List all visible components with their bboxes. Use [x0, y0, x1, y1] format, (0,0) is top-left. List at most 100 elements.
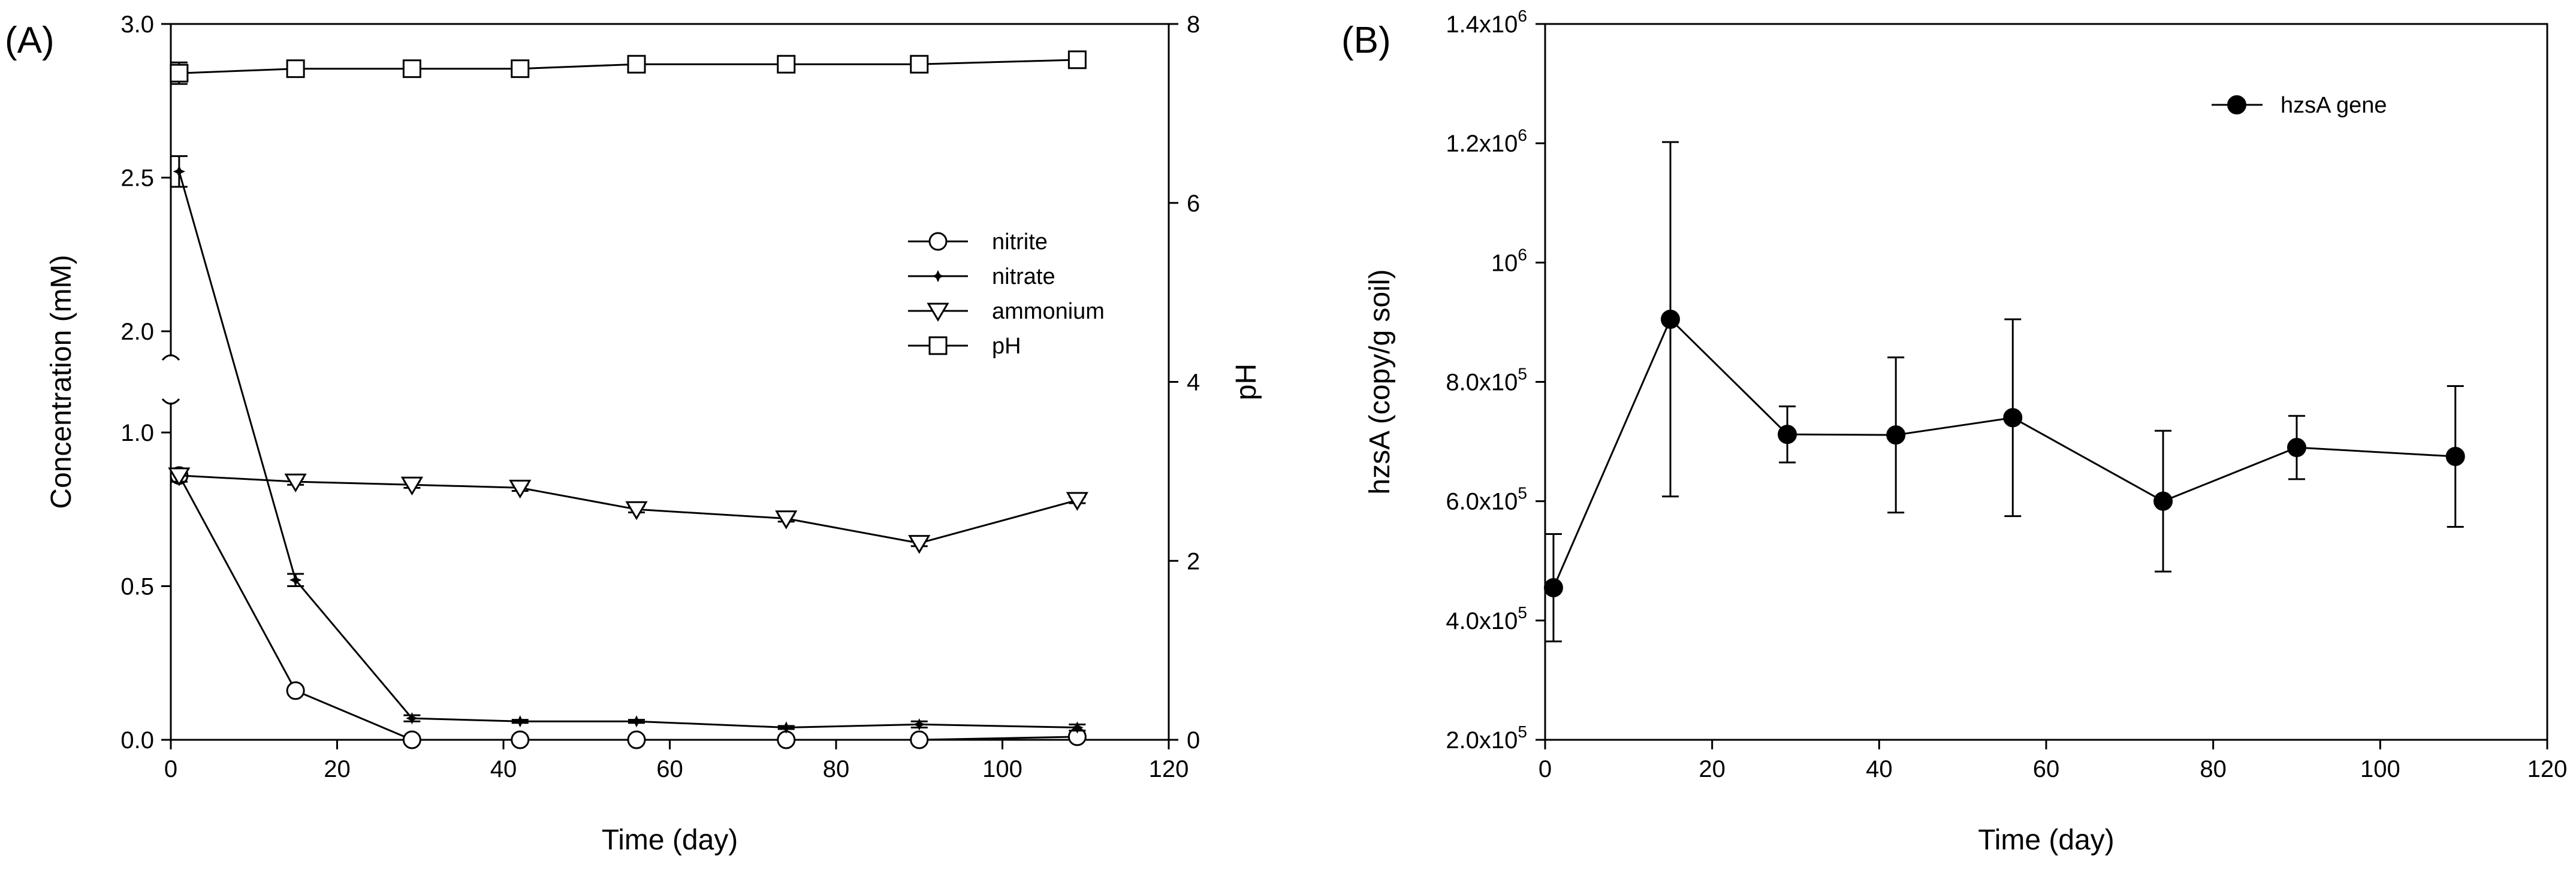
data-point-pH: [1067, 50, 1087, 69]
y-tick-label: 0.5: [120, 574, 154, 600]
x-tick-label: 60: [656, 756, 683, 782]
y-tick-label: 1.2x106: [1446, 126, 1527, 157]
data-point-ammonium: [168, 467, 191, 486]
legend-marker: [931, 270, 945, 283]
data-point-pH: [402, 59, 421, 78]
legend-label: pH: [992, 334, 1021, 359]
y-axis-title: Concentration (mM): [46, 255, 77, 509]
data-point-pH: [170, 63, 189, 83]
data-point: [2287, 438, 2306, 458]
data-point-nitrate: [913, 718, 925, 731]
panel-label: (B): [1341, 20, 1391, 61]
y-tick-mantissa: 10: [1491, 250, 1518, 276]
x-tick-label: 120: [2527, 756, 2568, 782]
y-tick-label: 8.0x105: [1446, 365, 1527, 396]
x-tick-label: 40: [1866, 756, 1893, 782]
series-nitrite: [170, 466, 1087, 749]
data-point-ammonium: [775, 510, 798, 530]
y-axis-title: hzsA (copy/g soil): [1364, 269, 1396, 494]
data-point-nitrate: [406, 712, 418, 725]
y-tick-label: 1.0: [120, 420, 154, 446]
y2-axis-title: pH: [1230, 364, 1262, 400]
data-point-nitrate: [514, 715, 527, 728]
series-ammonium: [168, 467, 1089, 554]
y-tick-mantissa: 8.0x10: [1446, 370, 1518, 396]
data-point: [1661, 309, 1680, 329]
y-tick-label: 2.5: [120, 165, 154, 192]
x-tick-label: 0: [164, 756, 177, 782]
data-point: [2003, 408, 2023, 428]
y-tick-mantissa: 2.0x10: [1446, 727, 1518, 754]
panel-a-chart: 0 20 40 60 80 100 120 2.0 2.5 3.0 0.0 0.5 1.0 0 2 4 6 8 Ti…: [5, 11, 1262, 856]
x-tick-label: 20: [1699, 756, 1726, 782]
y2-tick-label: 2: [1187, 548, 1200, 574]
x-tick-label: 40: [490, 756, 517, 782]
legend: nitrite nitrate ammonium pH: [908, 229, 1105, 359]
y2-tick-label: 4: [1187, 370, 1200, 396]
y-tick-label: 3.0: [120, 11, 154, 38]
y-tick-label: 6.0x105: [1446, 484, 1527, 515]
data-point-nitrite: [627, 730, 646, 749]
legend-marker: [927, 303, 949, 322]
data-point-pH: [777, 55, 796, 74]
series-line-ammonium: [179, 474, 1078, 545]
data-point: [2445, 446, 2465, 466]
x-tick-label: 20: [324, 756, 351, 782]
y-tick-label: 2.0: [120, 319, 154, 345]
y-tick-label: 2.0x105: [1446, 722, 1527, 754]
legend-item-nitrate: nitrate: [908, 264, 1055, 289]
y-tick-mantissa: 1.2x10: [1446, 131, 1518, 157]
series-line-nitrite: [178, 475, 1078, 741]
series-line: [1552, 317, 2456, 588]
data-point-nitrite: [511, 730, 530, 749]
y2-tick-label: 8: [1187, 11, 1200, 38]
y-tick-label: 1.4x106: [1446, 7, 1527, 38]
series-pH: [170, 50, 1087, 85]
data-point-nitrate: [630, 715, 643, 728]
y-tick-mantissa: 4.0x10: [1446, 608, 1518, 634]
data-point: [1778, 425, 1797, 444]
panel-b-chart: 0 20 40 60 80 100 1202.0x1054.0x1056.0x1058.0x…: [1341, 7, 2567, 856]
data-point-nitrite: [286, 681, 305, 700]
y-tick-label: 106: [1491, 245, 1527, 276]
data-point-nitrite: [777, 730, 796, 749]
series-hzsA gene: [1543, 141, 2465, 643]
data-point-ammonium: [625, 501, 648, 521]
legend: hzsA gene: [2212, 93, 2387, 118]
y-tick-exponent: 6: [1518, 7, 1527, 25]
legend-marker: [928, 232, 948, 251]
x-axis-title: Time (day): [1978, 824, 2115, 856]
y-tick-mantissa: 6.0x10: [1446, 489, 1518, 515]
data-point-ammonium: [1066, 492, 1089, 511]
legend-item-pH: pH: [908, 334, 1021, 359]
axis-break-mark-lower: [161, 398, 180, 405]
panel-label: (A): [5, 20, 55, 61]
legend-marker: [928, 336, 948, 355]
data-point-ammonium: [908, 535, 931, 554]
x-axis-title: Time (day): [602, 824, 738, 856]
data-point-ammonium: [509, 479, 532, 499]
series-nitrate: [170, 155, 1086, 734]
y2-tick-label: 6: [1187, 190, 1200, 217]
data-point: [1543, 578, 1563, 598]
y-tick-exponent: 6: [1518, 245, 1527, 264]
x-tick-label: 80: [2200, 756, 2227, 782]
x-tick-label: 100: [2360, 756, 2400, 782]
y-tick-exponent: 6: [1518, 126, 1527, 144]
plot-frame: [1544, 23, 2548, 741]
data-point-ammonium: [400, 476, 424, 496]
x-tick-label: 100: [982, 756, 1022, 782]
legend-item: hzsA gene: [2212, 93, 2387, 118]
y-tick-mantissa: 1.4x10: [1446, 11, 1518, 38]
data-point-pH: [627, 55, 646, 74]
y-tick-exponent: 5: [1518, 484, 1527, 503]
y2-tick-label: 0: [1187, 727, 1200, 754]
x-tick-label: 0: [1539, 756, 1552, 782]
y-tick-exponent: 5: [1518, 722, 1527, 741]
y-tick-label: 4.0x105: [1446, 603, 1527, 634]
legend-label: nitrate: [992, 264, 1055, 289]
series-line-pH: [179, 59, 1078, 74]
y-tick-exponent: 5: [1518, 603, 1527, 622]
data-point-nitrite: [402, 730, 421, 749]
